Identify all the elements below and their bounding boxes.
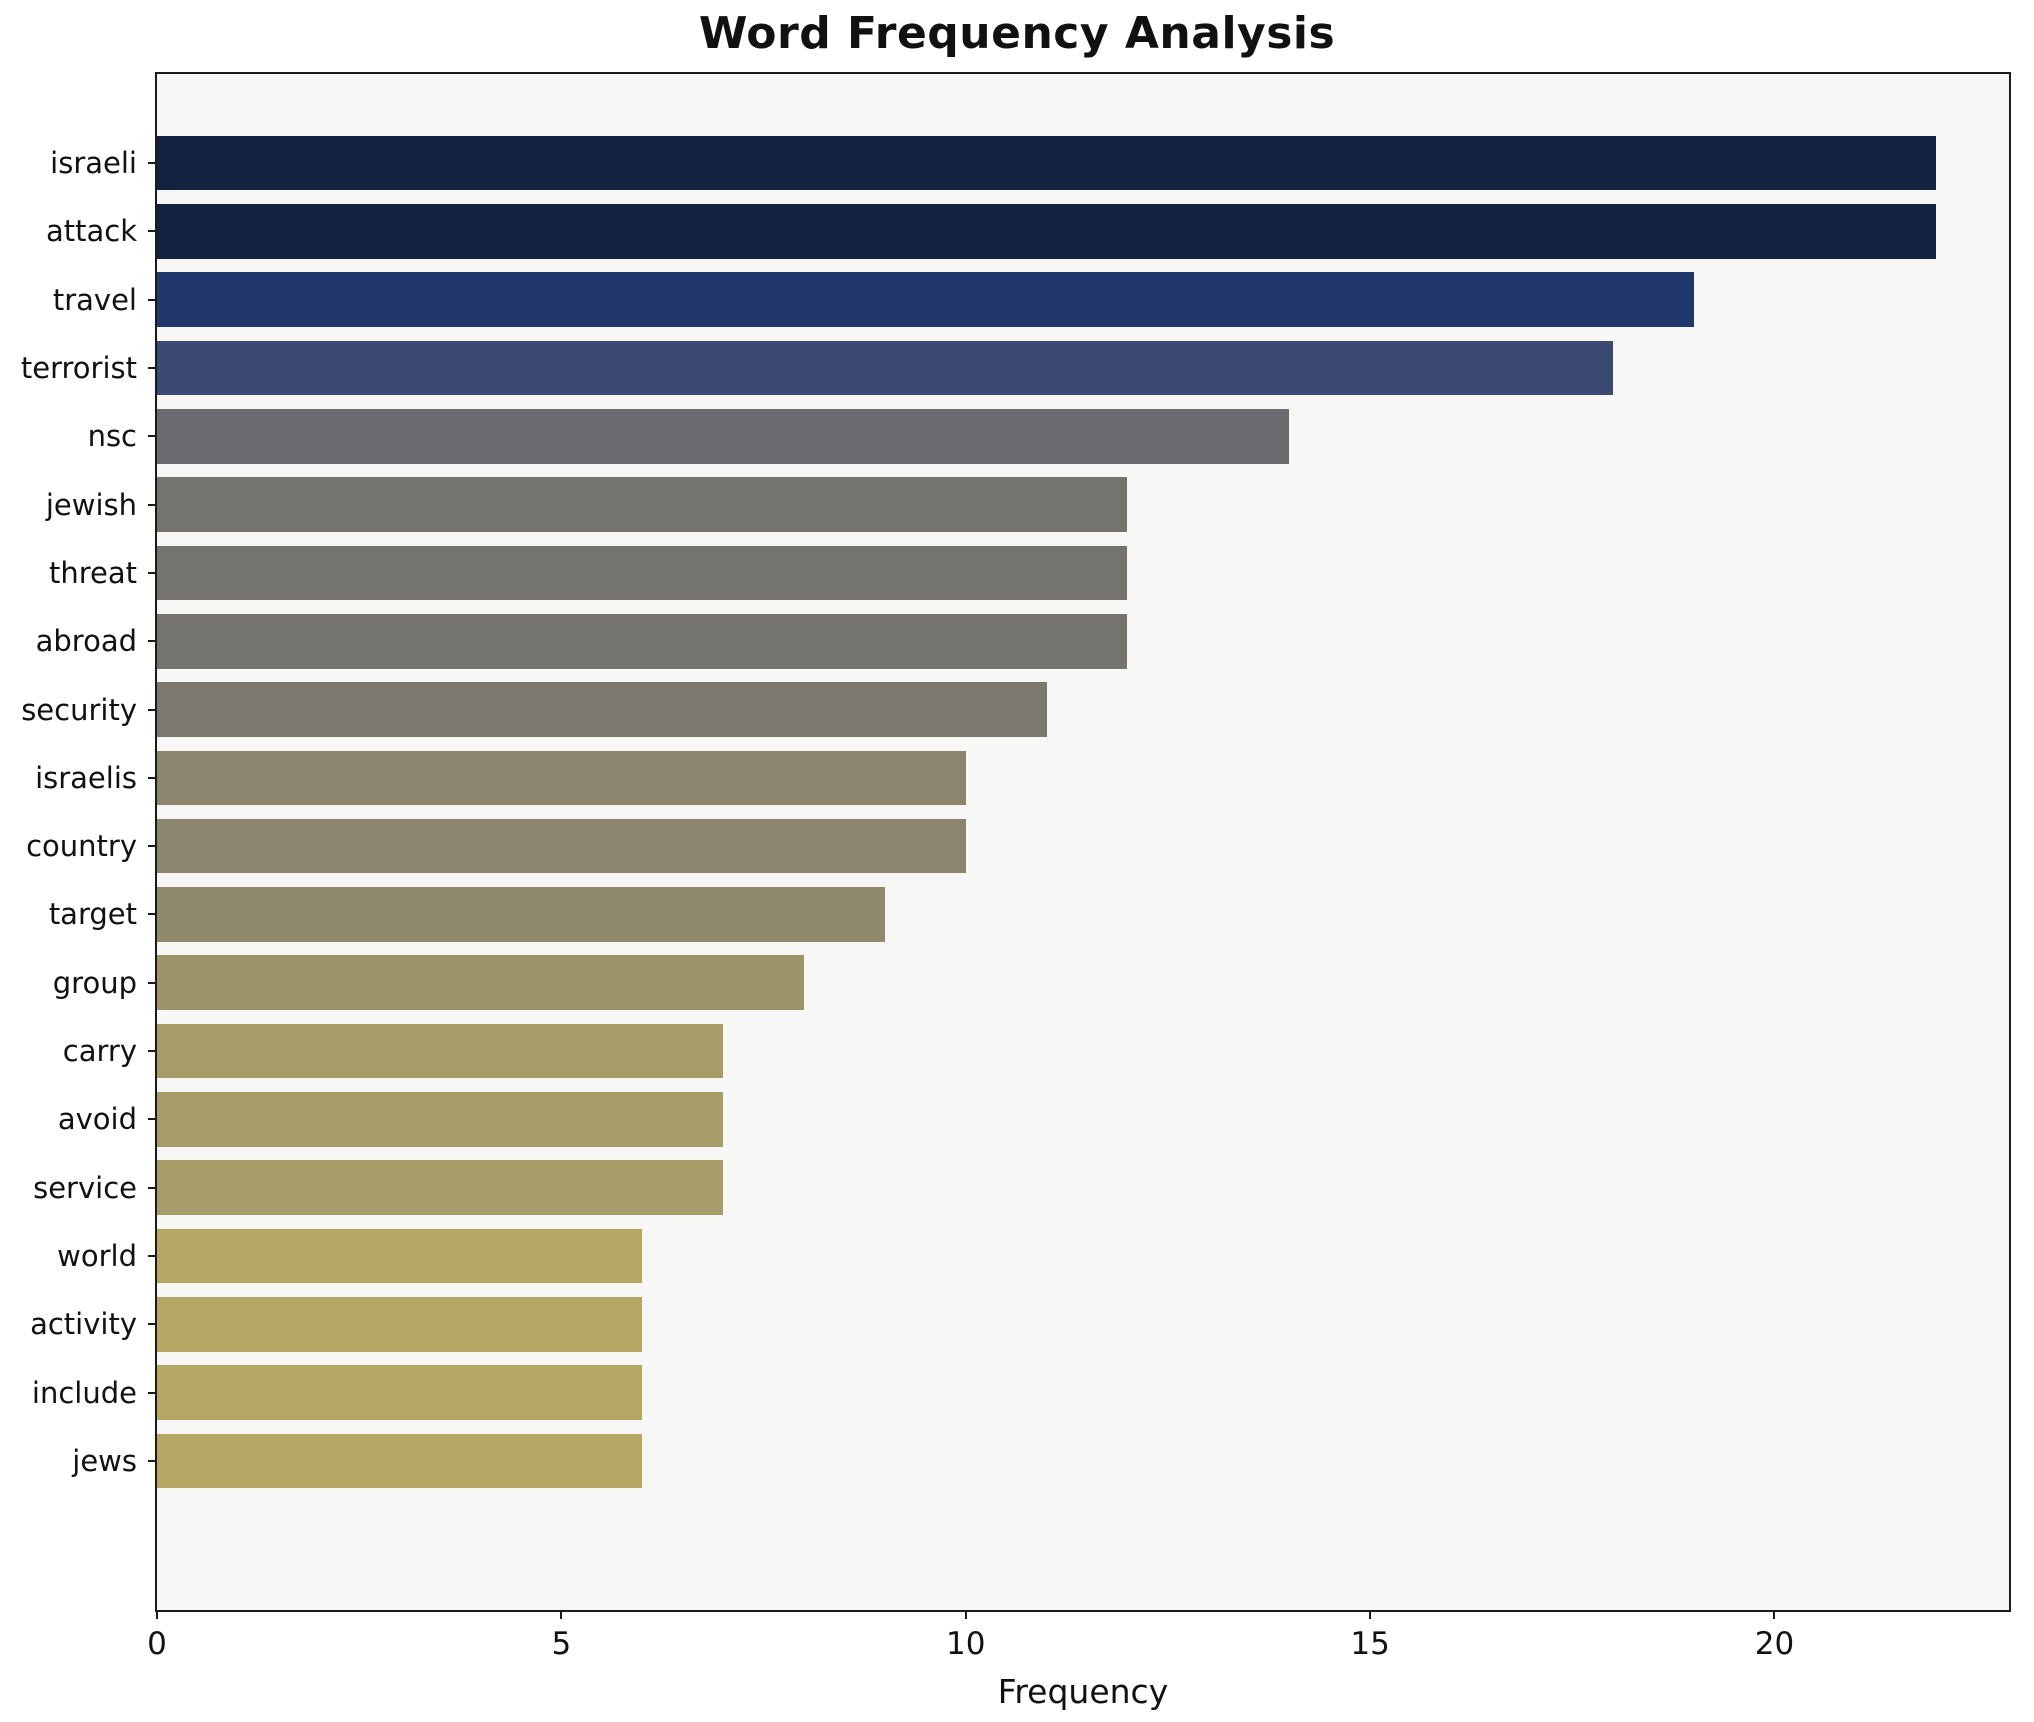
y-tick-label-world: world	[57, 1238, 137, 1273]
bar-include	[157, 1365, 643, 1420]
y-tick-label-include: include	[31, 1375, 137, 1410]
y-tick-label-security: security	[21, 692, 137, 727]
bar-activity	[157, 1296, 643, 1352]
y-tick	[148, 571, 157, 574]
bar-attack	[157, 204, 1937, 259]
y-tick	[148, 367, 157, 370]
y-tick	[148, 845, 157, 848]
bar-row-world: world	[57, 1222, 2009, 1290]
y-tick	[148, 503, 157, 506]
bar-travel	[157, 272, 1694, 328]
x-tick	[1773, 1610, 1776, 1619]
bar-row-security: security	[21, 675, 2009, 743]
bar-row-israelis: israelis	[35, 744, 2009, 812]
y-tick-label-country: country	[26, 829, 137, 864]
y-tick	[148, 1254, 157, 1257]
bar-row-jews: jews	[72, 1427, 2009, 1495]
bar-row-nsc: nsc	[88, 402, 2009, 470]
y-tick-label-israeli: israeli	[50, 146, 137, 181]
bar-group	[157, 955, 804, 1011]
bar-row-group: group	[53, 949, 2009, 1017]
y-tick	[148, 1391, 157, 1394]
y-tick-label-terrorist: terrorist	[20, 351, 137, 386]
bar-jewish	[157, 477, 1128, 532]
bar-row-avoid: avoid	[58, 1085, 2009, 1153]
plot-area: israeli attack travel terrorist nsc jewish thr…	[21, 72, 2011, 1662]
bar-israelis	[157, 750, 966, 806]
y-tick	[148, 1050, 157, 1053]
x-tick-label-15: 15	[1350, 1626, 1390, 1662]
bar-row-include: include	[32, 1358, 2009, 1426]
y-tick	[148, 230, 157, 233]
x-tick-label-10: 10	[945, 1626, 986, 1662]
bar-nsc	[157, 409, 1290, 464]
y-tick	[148, 981, 157, 984]
y-tick-label-jewish: jewish	[45, 487, 137, 522]
y-tick	[148, 1459, 157, 1462]
bar-carry	[157, 1023, 724, 1079]
chart-title: Word Frequency Analysis	[698, 8, 1336, 59]
y-tick	[148, 298, 157, 301]
bar-row-attack: attack	[46, 197, 2009, 265]
bar-abroad	[157, 613, 1128, 669]
y-tick-label-avoid: avoid	[57, 1102, 137, 1137]
y-tick-label-threat: threat	[48, 555, 137, 590]
y-tick	[148, 913, 157, 916]
bar-target	[157, 887, 885, 942]
y-tick-label-attack: attack	[45, 214, 137, 249]
bar-threat	[157, 545, 1128, 601]
x-tick-label-20: 20	[1754, 1626, 1795, 1662]
y-tick-label-service: service	[33, 1170, 137, 1205]
y-tick	[148, 1118, 157, 1121]
y-tick	[148, 1323, 157, 1326]
bar-terrorist	[157, 340, 1613, 396]
x-tick-label-0: 0	[147, 1626, 167, 1662]
y-tick-label-abroad: abroad	[35, 624, 137, 659]
bars-container: israeli attack travel terrorist nsc jewish thr…	[21, 129, 2009, 1495]
x-axis-label: Frequency	[997, 1672, 1169, 1711]
bar-row-abroad: abroad	[36, 607, 2009, 675]
bar-row-carry: carry	[63, 1017, 2009, 1085]
bar-row-activity: activity	[30, 1290, 2009, 1358]
y-tick-label-israelis: israelis	[35, 760, 137, 795]
x-tick	[1369, 1610, 1372, 1619]
bar-row-travel: travel	[53, 266, 2009, 334]
x-tick	[560, 1610, 563, 1619]
bar-row-service: service	[33, 1154, 2009, 1222]
bar-country	[157, 818, 966, 874]
bar-israeli	[157, 135, 1937, 191]
y-tick	[148, 435, 157, 438]
bar-row-terrorist: terrorist	[21, 334, 2009, 402]
x-tick	[156, 1610, 158, 1619]
x-tick-label-5: 5	[551, 1626, 572, 1662]
y-tick	[148, 1186, 157, 1189]
y-tick-label-travel: travel	[52, 282, 137, 317]
y-tick	[148, 640, 157, 643]
bar-security	[157, 682, 1047, 737]
y-tick	[148, 162, 157, 165]
y-tick-label-activity: activity	[30, 1307, 137, 1342]
y-tick	[148, 776, 157, 779]
y-tick-label-jews: jews	[72, 1443, 137, 1478]
y-tick-label-target: target	[48, 897, 137, 932]
bar-service	[157, 1160, 724, 1215]
bar-row-target: target	[49, 880, 2009, 948]
x-tick	[964, 1610, 967, 1619]
y-tick-label-carry: carry	[62, 1034, 137, 1069]
bar-jews	[157, 1433, 643, 1489]
bar-row-country: country	[26, 812, 2009, 880]
bar-row-threat: threat	[49, 539, 2009, 607]
bar-row-jewish: jewish	[46, 471, 2009, 539]
bar-row-israeli: israeli	[50, 129, 2009, 197]
bar-avoid	[157, 1092, 724, 1147]
y-tick-label-group: group	[52, 965, 137, 1000]
bar-world	[157, 1228, 643, 1284]
y-tick	[148, 708, 157, 711]
y-tick-label-nsc: nsc	[87, 419, 137, 454]
